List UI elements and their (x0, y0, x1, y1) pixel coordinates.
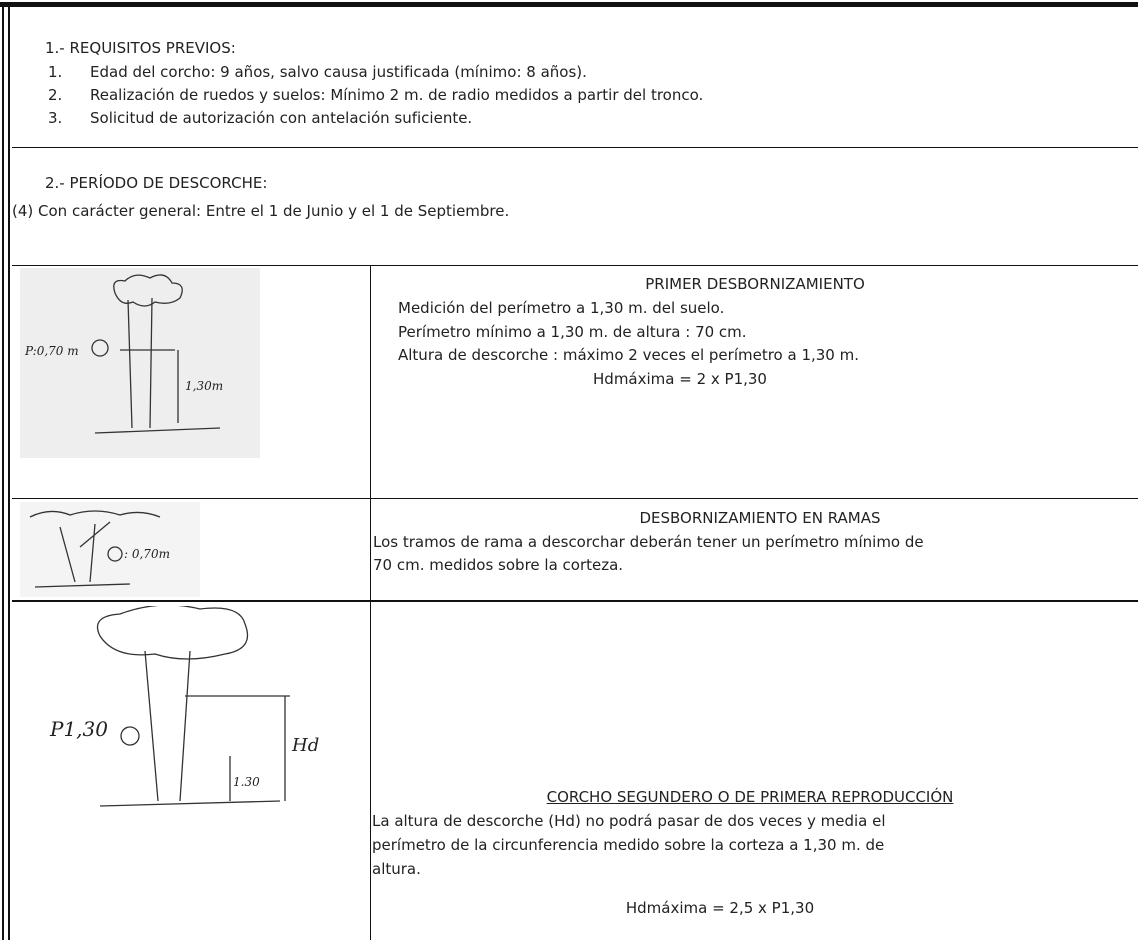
sketch-label: 1.30 (233, 775, 260, 789)
section-heading: 2.- PERÍODO DE DESCORCHE: (45, 174, 268, 192)
divider (12, 147, 1138, 148)
formula: Hdmáxima = 2,5 x P1,30 (625, 899, 815, 917)
sketch-label: Hd (291, 735, 319, 756)
note: (4) Con carácter general: Entre el 1 de … (12, 202, 510, 220)
top-border (0, 2, 1138, 7)
row-line: perímetro de la circunferencia medido so… (372, 836, 885, 854)
row-line: Perímetro mínimo a 1,30 m. de altura : 7… (398, 323, 747, 341)
row-line: La altura de descorche (Hd) no podrá pas… (372, 812, 886, 830)
row-line: Altura de descorche : máximo 2 veces el … (398, 346, 860, 364)
ground (34, 583, 131, 588)
item-number: 1. (48, 63, 63, 81)
perimeter-icon (120, 726, 140, 746)
item-number: 3. (48, 109, 63, 127)
ground (94, 427, 221, 434)
row-title: CORCHO SEGUNDERO O DE PRIMERA REPRODUCCI… (546, 788, 954, 806)
ground (99, 800, 281, 807)
sketch: P:0,70 m 1,30m (20, 268, 260, 458)
crown (96, 606, 249, 660)
row-line: 70 cm. medidos sobre la corteza. (373, 556, 624, 574)
row-line: Medición del perímetro a 1,30 m. del sue… (398, 299, 725, 317)
item-text: Edad del corcho: 9 años, salvo causa jus… (90, 63, 587, 81)
item-text: Solicitud de autorización con antelación… (90, 109, 473, 127)
sketch-bg (20, 268, 260, 458)
item-text: Realización de ruedos y suelos: Mínimo 2… (90, 86, 704, 104)
column-divider (370, 265, 371, 940)
sketch: : 0,70m (20, 502, 200, 597)
left-border-inner (8, 7, 10, 940)
sketch: P1,30 Hd 1.30 (49, 606, 319, 807)
section-heading: 1.- REQUISITOS PREVIOS: (45, 39, 236, 57)
sketch-label: 1,30m (185, 379, 223, 393)
sketch-label: : 0,70m (124, 547, 170, 561)
crown (29, 510, 161, 518)
sketch-label: P1,30 (49, 717, 108, 741)
row-line: Los tramos de rama a descorchar deberán … (373, 533, 924, 551)
perimeter-icon (91, 339, 109, 357)
row-divider (12, 498, 1138, 499)
left-border (2, 2, 4, 940)
crown (113, 274, 183, 307)
formula: Hdmáxima = 2 x P1,30 (593, 370, 767, 388)
perimeter-icon (107, 546, 123, 562)
row-title: DESBORNIZAMIENTO EN RAMAS (639, 509, 881, 527)
row-divider (12, 600, 1138, 602)
trunk (127, 297, 153, 429)
row-line: altura. (372, 860, 421, 878)
row-divider (12, 265, 1138, 266)
sketch-label: P:0,70 m (24, 344, 79, 358)
trunk (144, 650, 191, 802)
trunk (59, 521, 111, 583)
item-number: 2. (48, 86, 63, 104)
row-title: PRIMER DESBORNIZAMIENTO (645, 275, 865, 293)
